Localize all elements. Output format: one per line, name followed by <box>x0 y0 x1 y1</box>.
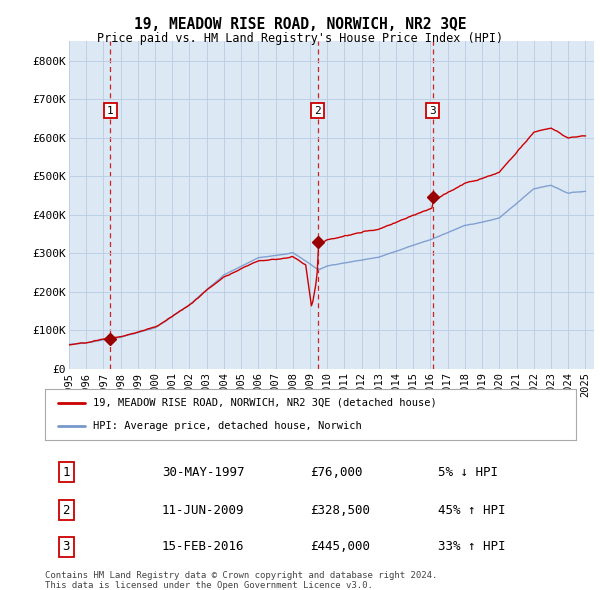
Text: 33% ↑ HPI: 33% ↑ HPI <box>438 540 505 553</box>
Text: 1: 1 <box>62 466 70 478</box>
Text: £445,000: £445,000 <box>311 540 371 553</box>
Text: 1: 1 <box>107 106 114 116</box>
Text: 2: 2 <box>62 503 70 516</box>
Text: Contains HM Land Registry data © Crown copyright and database right 2024.: Contains HM Land Registry data © Crown c… <box>45 571 437 580</box>
Text: This data is licensed under the Open Government Licence v3.0.: This data is licensed under the Open Gov… <box>45 581 373 590</box>
Text: 3: 3 <box>62 540 70 553</box>
Text: 19, MEADOW RISE ROAD, NORWICH, NR2 3QE (detached house): 19, MEADOW RISE ROAD, NORWICH, NR2 3QE (… <box>93 398 437 408</box>
Text: 30-MAY-1997: 30-MAY-1997 <box>162 466 244 478</box>
Text: 45% ↑ HPI: 45% ↑ HPI <box>438 503 505 516</box>
Text: 2: 2 <box>314 106 321 116</box>
Text: £328,500: £328,500 <box>311 503 371 516</box>
Text: 11-JUN-2009: 11-JUN-2009 <box>162 503 244 516</box>
Text: 3: 3 <box>429 106 436 116</box>
Text: 19, MEADOW RISE ROAD, NORWICH, NR2 3QE: 19, MEADOW RISE ROAD, NORWICH, NR2 3QE <box>134 17 466 31</box>
Text: Price paid vs. HM Land Registry's House Price Index (HPI): Price paid vs. HM Land Registry's House … <box>97 32 503 45</box>
Text: 5% ↓ HPI: 5% ↓ HPI <box>438 466 498 478</box>
Text: 15-FEB-2016: 15-FEB-2016 <box>162 540 244 553</box>
Text: HPI: Average price, detached house, Norwich: HPI: Average price, detached house, Norw… <box>93 421 362 431</box>
Text: £76,000: £76,000 <box>311 466 363 478</box>
